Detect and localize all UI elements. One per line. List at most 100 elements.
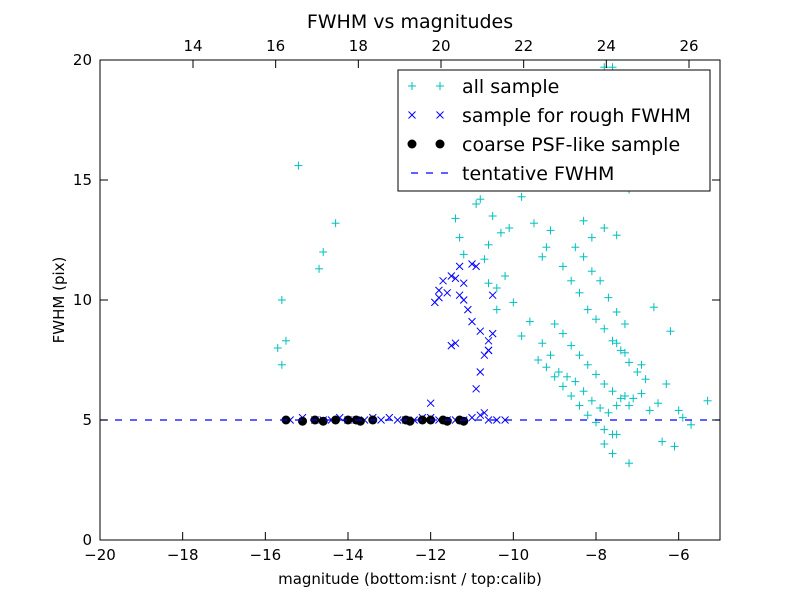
all-sample-point bbox=[641, 375, 650, 384]
all-sample-point bbox=[484, 240, 493, 249]
top-tick-label: 20 bbox=[431, 37, 450, 55]
all-sample-point bbox=[480, 255, 489, 264]
all-sample-point bbox=[666, 327, 675, 336]
all-sample-point bbox=[575, 351, 584, 360]
all-sample-point bbox=[670, 442, 679, 451]
all-sample-point bbox=[662, 380, 671, 388]
all-sample-point bbox=[579, 252, 588, 261]
rough-fwhm-point bbox=[443, 288, 452, 297]
all-sample-point bbox=[319, 248, 328, 256]
all-sample-point bbox=[567, 392, 576, 400]
y-tick-label: 20 bbox=[73, 51, 92, 69]
rough-fwhm-point bbox=[472, 384, 480, 393]
all-sample-point bbox=[476, 195, 485, 204]
rough-fwhm-point bbox=[484, 336, 493, 345]
all-sample-point bbox=[583, 360, 592, 369]
all-sample-point bbox=[654, 399, 662, 408]
all-sample-point bbox=[492, 305, 501, 314]
all-sample-point bbox=[509, 298, 518, 307]
all-sample-point bbox=[563, 372, 572, 381]
all-sample-point bbox=[501, 272, 510, 280]
psf-like-point bbox=[298, 416, 308, 426]
all-sample-point bbox=[492, 284, 501, 292]
all-sample-point bbox=[282, 336, 290, 345]
top-tick-label: 22 bbox=[514, 37, 533, 55]
top-tick-label: 18 bbox=[349, 37, 368, 55]
y-tick-label: 0 bbox=[82, 531, 92, 549]
all-sample-point bbox=[579, 216, 588, 225]
all-sample-point bbox=[550, 372, 559, 381]
all-sample-point bbox=[612, 231, 621, 240]
all-sample-point bbox=[612, 430, 621, 439]
psf-like-point bbox=[459, 416, 469, 426]
all-sample-point bbox=[550, 320, 559, 328]
all-sample-point bbox=[629, 394, 638, 403]
rough-fwhm-point bbox=[468, 317, 476, 326]
top-tick-label: 16 bbox=[266, 37, 285, 55]
all-sample-point bbox=[538, 252, 547, 261]
legend-marker-icon bbox=[436, 82, 444, 90]
all-sample-point bbox=[575, 288, 584, 297]
all-sample-point bbox=[658, 437, 667, 446]
y-tick-label: 10 bbox=[73, 291, 92, 309]
x-tick-label: −20 bbox=[84, 546, 116, 564]
rough-fwhm-point bbox=[476, 368, 485, 376]
x-tick-label: −8 bbox=[585, 546, 607, 564]
all-sample-point bbox=[649, 303, 658, 312]
legend-marker-icon bbox=[407, 139, 417, 149]
rough-fwhm-point bbox=[476, 327, 485, 336]
rough-fwhm-point bbox=[435, 286, 443, 295]
all-sample-point bbox=[620, 348, 629, 357]
rough-fwhm-point bbox=[393, 416, 402, 424]
rough-fwhm-point bbox=[476, 411, 485, 420]
x-axis-label: magnitude (bottom:isnt / top:calib) bbox=[278, 570, 542, 588]
x-tick-label: −18 bbox=[167, 546, 199, 564]
all-sample-point bbox=[592, 370, 600, 379]
psf-like-point bbox=[405, 416, 415, 426]
all-sample-point bbox=[517, 332, 526, 340]
legend-label: coarse PSF-like sample bbox=[462, 134, 680, 156]
all-sample-point bbox=[294, 161, 303, 170]
all-sample-point bbox=[579, 387, 588, 396]
all-sample-point bbox=[600, 425, 609, 434]
y-tick-label: 5 bbox=[82, 411, 92, 429]
all-sample-point bbox=[596, 276, 605, 285]
all-sample-point bbox=[505, 224, 514, 232]
rough-fwhm-point bbox=[484, 346, 493, 355]
all-sample-point bbox=[472, 200, 481, 208]
legend-box bbox=[397, 69, 711, 192]
x-tick-label: −12 bbox=[415, 546, 447, 564]
rough-fwhm-point bbox=[484, 416, 493, 424]
all-sample-point bbox=[604, 408, 613, 417]
all-sample-point bbox=[331, 219, 340, 228]
all-sample-point bbox=[625, 358, 634, 367]
rough-fwhm-point bbox=[472, 262, 480, 271]
y-axis-label: FWHM (pix) bbox=[50, 257, 68, 344]
all-sample-point bbox=[645, 406, 654, 415]
all-sample-point bbox=[451, 214, 460, 223]
all-sample-point bbox=[620, 392, 629, 400]
all-sample-point bbox=[571, 243, 580, 252]
all-sample-point bbox=[604, 293, 613, 302]
all-sample-point bbox=[592, 315, 600, 324]
points-layer bbox=[273, 63, 712, 468]
all-sample-point bbox=[616, 394, 625, 403]
all-sample-point bbox=[583, 411, 592, 420]
x-tick-label: −14 bbox=[332, 546, 364, 564]
top-tick-label: 14 bbox=[183, 37, 202, 55]
all-sample-point bbox=[542, 243, 551, 252]
all-sample-point bbox=[587, 233, 596, 242]
axis-ticks-layer: −20 −18 −16 −14 −12 −10 −8 −6 14 16 18 20 22 24 26 0 5 10… bbox=[73, 37, 720, 564]
all-sample-point bbox=[703, 396, 712, 405]
rough-fwhm-point bbox=[455, 291, 464, 300]
all-sample-point bbox=[315, 264, 324, 273]
all-sample-point bbox=[534, 356, 543, 364]
rough-fwhm-point bbox=[488, 291, 497, 300]
all-sample-point bbox=[587, 267, 596, 276]
all-sample-point bbox=[600, 324, 609, 333]
all-sample-point bbox=[637, 389, 646, 398]
x-tick-label: −10 bbox=[498, 546, 530, 564]
all-sample-point bbox=[496, 228, 505, 237]
all-sample-point bbox=[600, 440, 609, 448]
